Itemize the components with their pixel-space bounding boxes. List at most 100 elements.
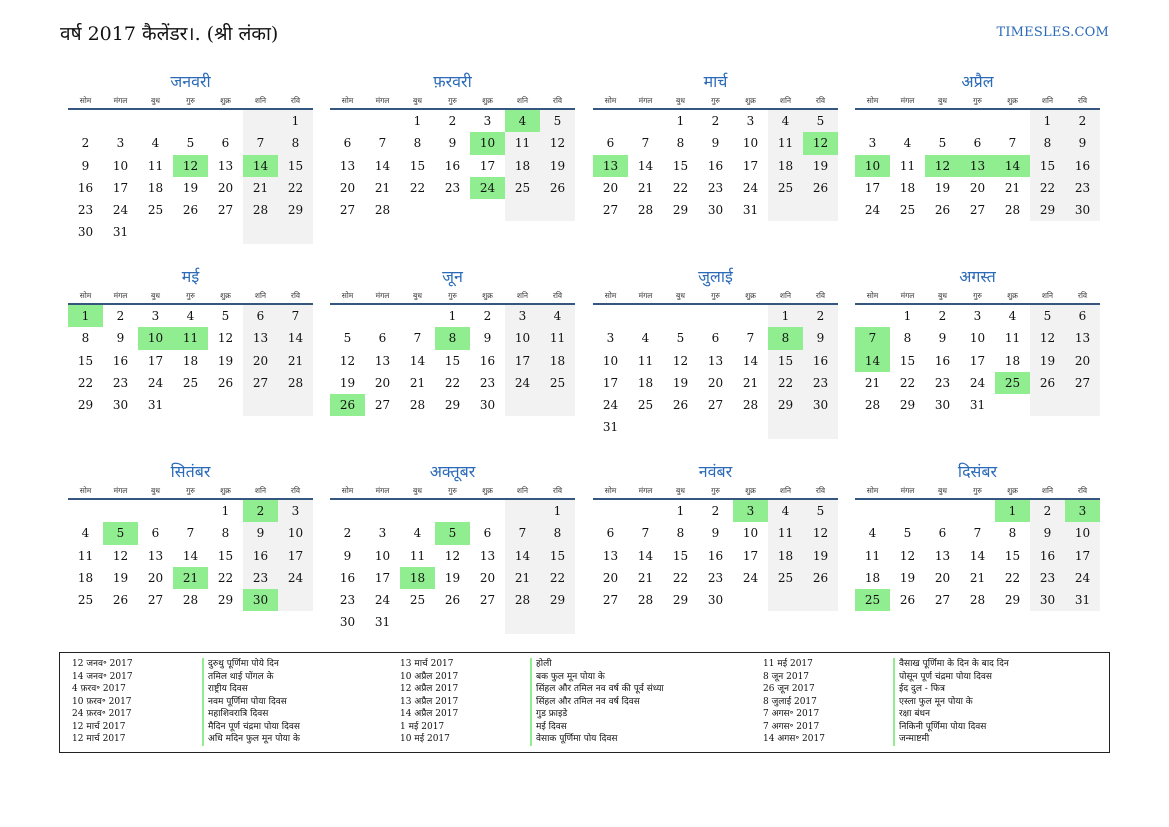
day-cell[interactable]: 12 [217, 331, 234, 346]
day-cell[interactable]: 25 [505, 176, 540, 200]
day-cell[interactable]: 12 [1030, 327, 1065, 350]
day-cell[interactable]: 15 [409, 158, 426, 173]
day-cell[interactable]: 27 [969, 203, 986, 218]
day-cell[interactable]: 17 [742, 548, 759, 563]
day-cell[interactable]: 21 [409, 375, 426, 390]
day-cell[interactable]: 23 [1030, 566, 1065, 590]
day-cell[interactable]: 30 [707, 593, 724, 608]
day-cell[interactable]: 27 [243, 371, 278, 395]
day-cell[interactable]: 14 [182, 548, 199, 563]
day-cell[interactable]: 28 [969, 593, 986, 608]
day-cell[interactable]: 4 [81, 526, 90, 541]
day-cell[interactable]: 26 [217, 375, 234, 390]
day-cell[interactable]: 17 [278, 544, 313, 567]
day-cell[interactable]: 7 [243, 132, 278, 155]
day-cell[interactable]: 17 [374, 570, 391, 585]
day-cell[interactable]: 4 [540, 305, 575, 328]
day-cell[interactable]: 23 [112, 375, 129, 390]
day-cell[interactable]: 8 [768, 327, 803, 350]
day-cell[interactable]: 30 [479, 398, 496, 413]
day-cell[interactable]: 4 [505, 110, 540, 133]
day-cell[interactable]: 18 [864, 570, 881, 585]
day-cell[interactable]: 2 [81, 136, 90, 151]
day-cell[interactable]: 1 [448, 309, 457, 323]
day-cell[interactable]: 23 [339, 593, 356, 608]
day-cell[interactable]: 25 [182, 375, 199, 390]
day-cell[interactable]: 4 [1008, 309, 1017, 323]
day-cell[interactable]: 15 [540, 544, 575, 567]
day-cell[interactable]: 18 [540, 349, 575, 372]
day-cell[interactable]: 5 [938, 136, 947, 151]
day-cell[interactable]: 26 [444, 593, 461, 608]
day-cell[interactable]: 11 [864, 548, 881, 563]
day-cell[interactable]: 14 [278, 327, 313, 350]
day-cell[interactable]: 17 [112, 180, 129, 195]
day-cell[interactable]: 3 [116, 136, 125, 151]
day-cell[interactable]: 20 [147, 570, 164, 585]
day-cell[interactable]: 23 [243, 566, 278, 590]
day-cell[interactable]: 28 [742, 398, 759, 413]
day-cell[interactable]: 28 [243, 199, 278, 222]
day-cell[interactable]: 24 [864, 203, 881, 218]
day-cell[interactable]: 2 [938, 309, 947, 323]
day-cell[interactable]: 9 [483, 331, 492, 346]
day-cell[interactable]: 26 [899, 593, 916, 608]
day-cell[interactable]: 23 [803, 371, 838, 395]
day-cell[interactable]: 20 [339, 180, 356, 195]
day-cell[interactable]: 23 [444, 180, 461, 195]
day-cell[interactable]: 27 [707, 398, 724, 413]
day-cell[interactable]: 11 [173, 327, 208, 350]
day-cell[interactable]: 1 [221, 504, 230, 518]
day-cell[interactable]: 13 [1065, 327, 1100, 350]
day-cell[interactable]: 18 [77, 570, 94, 585]
day-cell[interactable]: 25 [855, 589, 890, 612]
day-cell[interactable]: 14 [969, 548, 986, 563]
day-cell[interactable]: 7 [413, 331, 422, 346]
day-cell[interactable]: 22 [409, 180, 426, 195]
day-cell[interactable]: 24 [742, 570, 759, 585]
day-cell[interactable]: 20 [602, 570, 619, 585]
day-cell[interactable]: 31 [112, 225, 129, 240]
day-cell[interactable]: 8 [81, 331, 90, 346]
day-cell[interactable]: 4 [868, 526, 877, 541]
day-cell[interactable]: 20 [969, 180, 986, 195]
day-cell[interactable]: 5 [540, 110, 575, 133]
day-cell[interactable]: 10 [742, 136, 759, 151]
day-cell[interactable]: 16 [243, 544, 278, 567]
day-cell[interactable]: 24 [470, 176, 505, 200]
day-cell[interactable]: 7 [186, 526, 195, 541]
day-cell[interactable]: 5 [803, 110, 838, 133]
day-cell[interactable]: 6 [483, 526, 492, 541]
day-cell[interactable]: 12 [339, 353, 356, 368]
day-cell[interactable]: 22 [444, 375, 461, 390]
day-cell[interactable]: 17 [505, 349, 540, 372]
day-cell[interactable]: 12 [112, 548, 129, 563]
day-cell[interactable]: 8 [1008, 526, 1017, 541]
day-cell[interactable]: 6 [151, 526, 160, 541]
day-cell[interactable]: 29 [444, 398, 461, 413]
day-cell[interactable]: 16 [112, 353, 129, 368]
day-cell[interactable]: 7 [641, 526, 650, 541]
day-cell[interactable]: 10 [742, 526, 759, 541]
day-cell[interactable]: 30 [243, 589, 278, 612]
day-cell[interactable]: 25 [77, 593, 94, 608]
day-cell[interactable]: 26 [803, 566, 838, 590]
day-cell[interactable]: 25 [995, 371, 1030, 395]
day-cell[interactable]: 9 [1030, 522, 1065, 545]
day-cell[interactable]: 19 [803, 154, 838, 177]
day-cell[interactable]: 26 [330, 394, 365, 417]
day-cell[interactable]: 14 [637, 548, 654, 563]
day-cell[interactable]: 28 [637, 203, 654, 218]
day-cell[interactable]: 30 [803, 394, 838, 417]
day-cell[interactable]: 18 [768, 544, 803, 567]
day-cell[interactable]: 29 [77, 398, 94, 413]
day-cell[interactable]: 17 [864, 180, 881, 195]
day-cell[interactable]: 10 [138, 327, 173, 350]
day-cell[interactable]: 12 [672, 353, 689, 368]
day-cell[interactable]: 6 [343, 136, 352, 151]
day-cell[interactable]: 5 [903, 526, 912, 541]
day-cell[interactable]: 15 [672, 548, 689, 563]
day-cell[interactable]: 14 [855, 349, 890, 372]
day-cell[interactable]: 8 [221, 526, 230, 541]
day-cell[interactable]: 4 [768, 110, 803, 133]
